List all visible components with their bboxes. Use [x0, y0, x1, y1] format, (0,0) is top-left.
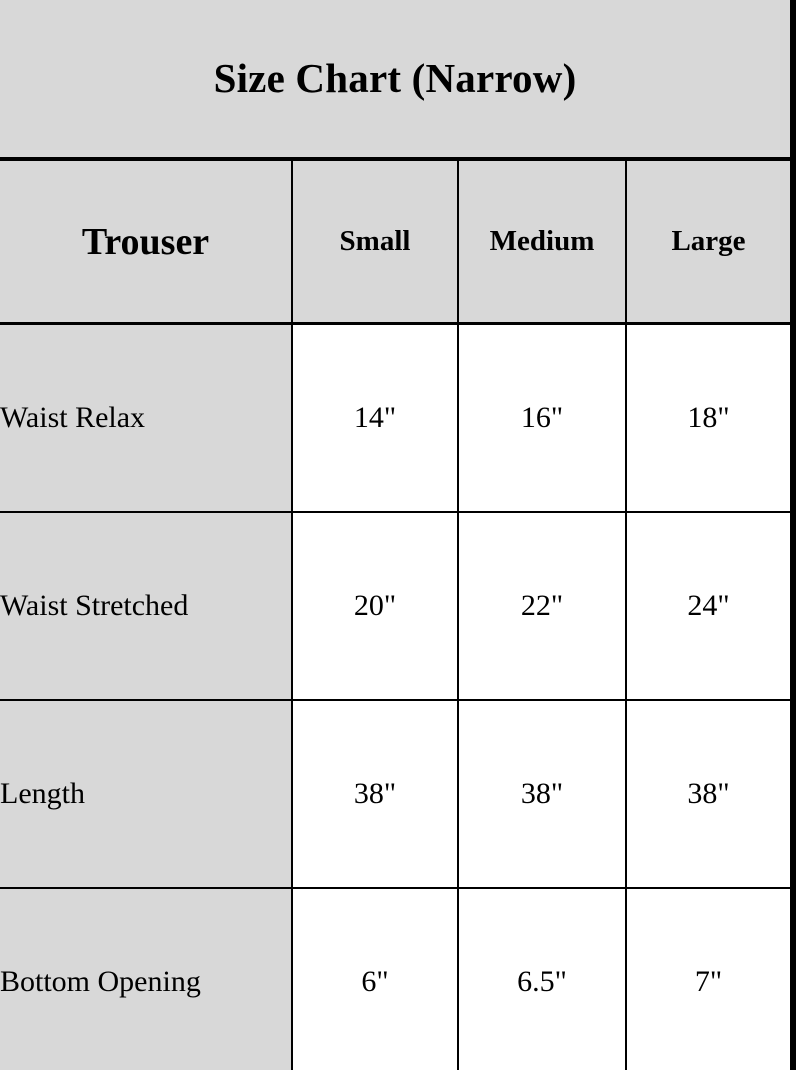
cell-waist-stretched-small: 20": [291, 512, 458, 701]
row-label-bottom-opening: Bottom Opening: [0, 888, 292, 1070]
cell-waist-stretched-large: 24": [624, 512, 791, 701]
cell-length-large: 38": [624, 700, 791, 889]
row-label-length: Length: [0, 700, 292, 889]
header-cell-small: Small: [291, 159, 458, 325]
cell-bottom-opening-large: 7": [624, 888, 791, 1070]
cell-waist-relax-medium: 16": [457, 323, 626, 513]
header-row: Trouser Small Medium Large: [0, 159, 791, 325]
chart-title: Size Chart (Narrow): [0, 0, 791, 161]
header-cell-medium: Medium: [457, 159, 626, 325]
cell-waist-relax-small: 14": [291, 323, 458, 513]
table-row: Bottom Opening 6" 6.5" 7": [0, 888, 791, 1070]
header-cell-trouser: Trouser: [0, 159, 292, 325]
header-cell-large: Large: [624, 159, 791, 325]
cell-waist-stretched-medium: 22": [457, 512, 626, 701]
table-row: Waist Stretched 20" 22" 24": [0, 512, 791, 701]
cell-waist-relax-large: 18": [624, 323, 791, 513]
cell-length-small: 38": [291, 700, 458, 889]
table-row: Waist Relax 14" 16" 18": [0, 323, 791, 513]
row-label-waist-stretched: Waist Stretched: [0, 512, 292, 701]
table-row: Length 38" 38" 38": [0, 700, 791, 889]
cell-bottom-opening-small: 6": [291, 888, 458, 1070]
cell-bottom-opening-medium: 6.5": [457, 888, 626, 1070]
title-row: Size Chart (Narrow): [0, 0, 791, 161]
row-label-waist-relax: Waist Relax: [0, 323, 292, 513]
cell-length-medium: 38": [457, 700, 626, 889]
